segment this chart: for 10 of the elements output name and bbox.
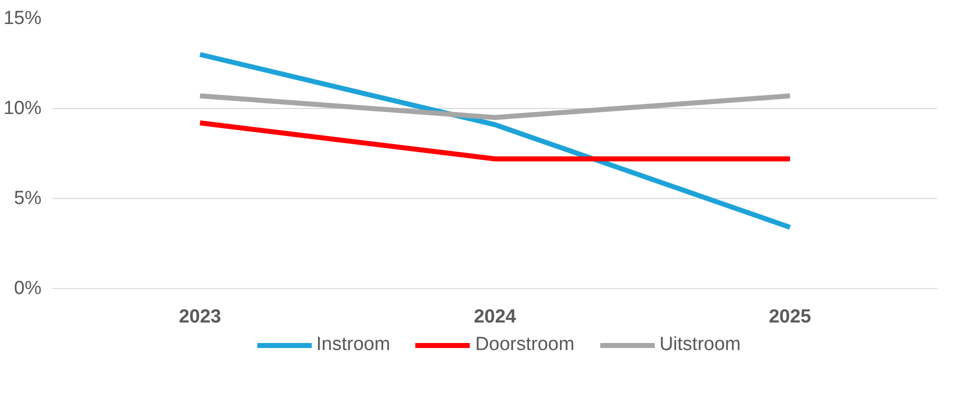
y-tick-label: 5% bbox=[14, 188, 42, 209]
x-tick-label: 2024 bbox=[474, 306, 517, 328]
x-tick-label: 2023 bbox=[178, 306, 222, 328]
y-tick-label: 0% bbox=[14, 278, 42, 299]
legend-label: Instroom bbox=[316, 334, 390, 356]
x-tick-label: 2025 bbox=[768, 306, 812, 328]
y-tick-label: 10% bbox=[3, 98, 42, 119]
y-tick-label: 15% bbox=[3, 8, 42, 29]
legend-label: Doorstroom bbox=[475, 334, 574, 356]
legend-label: Uitstroom bbox=[659, 334, 741, 356]
